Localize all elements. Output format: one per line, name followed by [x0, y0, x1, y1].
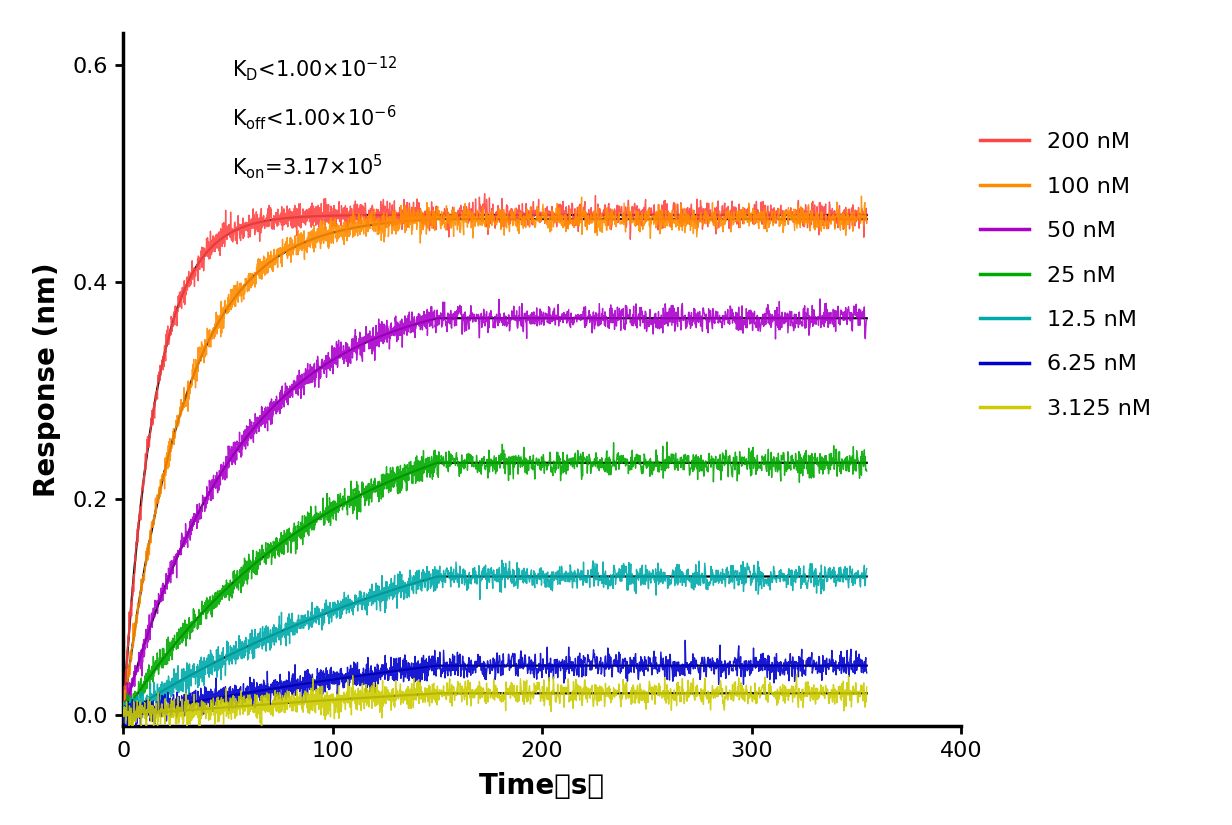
Legend: 200 nM, 100 nM, 50 nM, 25 nM, 12.5 nM, 6.25 nM, 3.125 nM: 200 nM, 100 nM, 50 nM, 25 nM, 12.5 nM, 6… [981, 132, 1151, 419]
Y-axis label: Response (nm): Response (nm) [33, 262, 62, 497]
X-axis label: Time（s）: Time（s） [479, 772, 605, 800]
Text: $\mathregular{K_D}$<1.00×10$\mathregular{^{-12}}$
$\mathregular{K_{off}}$<1.00×1: $\mathregular{K_D}$<1.00×10$\mathregular… [232, 54, 398, 181]
